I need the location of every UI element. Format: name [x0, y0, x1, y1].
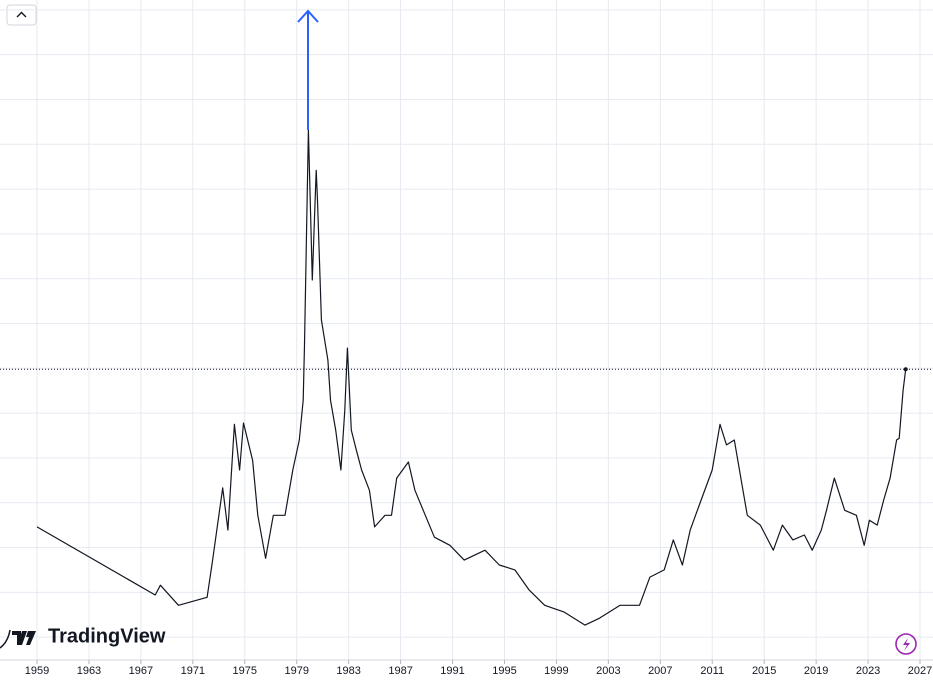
lightning-icon [903, 638, 910, 651]
x-tick-label: 1975 [233, 665, 257, 677]
x-tick-label: 2019 [804, 665, 828, 677]
x-tick-label: 2003 [596, 665, 620, 677]
x-tick-label: 1995 [492, 665, 516, 677]
x-tick-label: 2027 [908, 665, 932, 677]
x-tick-label: 1963 [77, 665, 101, 677]
x-tick-label: 2007 [648, 665, 672, 677]
logo-icon [12, 631, 36, 645]
last-price-dot [903, 367, 908, 372]
x-tick-label: 2023 [856, 665, 880, 677]
x-tick-label: 1967 [129, 665, 153, 677]
collapse-icon [16, 11, 27, 18]
plot [0, 129, 933, 626]
x-tick-label: 2011 [700, 665, 724, 677]
arrow-annotation [297, 9, 319, 130]
x-tick-label: 1983 [336, 665, 360, 677]
x-tick-label: 1991 [440, 665, 464, 677]
x-tick-label: 1971 [181, 665, 205, 677]
x-tick-label: 1959 [25, 665, 49, 677]
x-tick-label: 1987 [388, 665, 412, 677]
lightning-button[interactable] [895, 633, 917, 655]
brand-watermark: TradingView [48, 625, 166, 647]
x-tick-label: 1979 [284, 665, 308, 677]
collapse-button[interactable] [6, 4, 37, 26]
x-tick-label: 2015 [752, 665, 776, 677]
logo-decor [0, 629, 11, 649]
grid [0, 0, 933, 660]
x-tick-label: 1999 [544, 665, 568, 677]
price-line [36, 129, 907, 626]
